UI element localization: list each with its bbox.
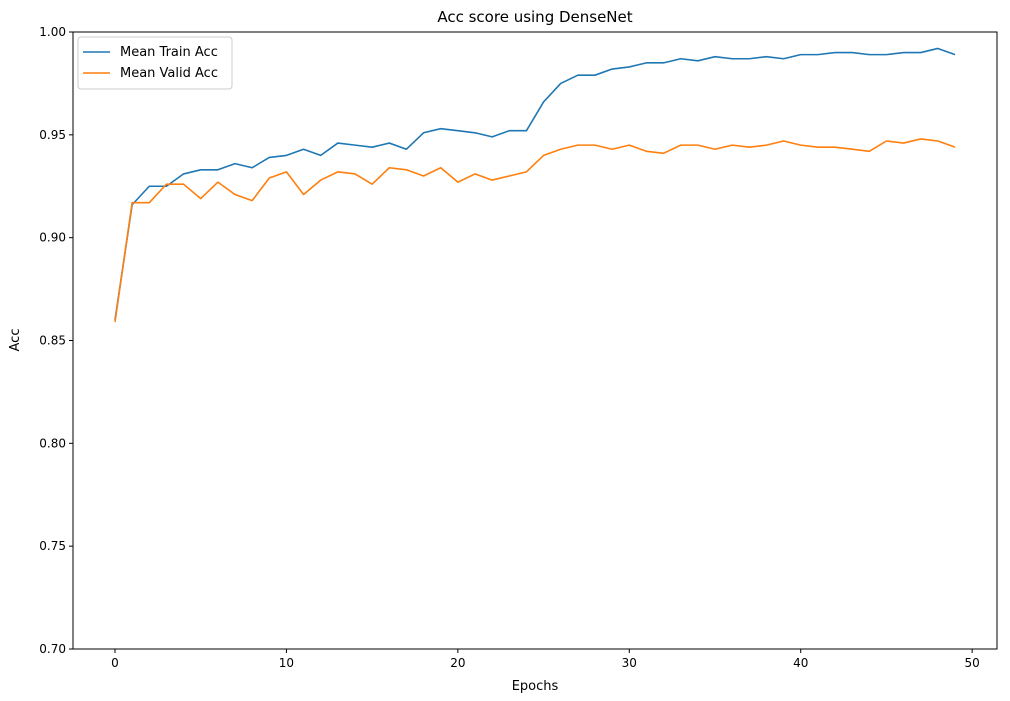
- y-axis: 0.70 0.75 0.80 0.85 0.90 0.95 1.00: [39, 25, 73, 656]
- x-tick-label: 50: [965, 656, 980, 670]
- chart-title: Acc score using DenseNet: [437, 8, 632, 26]
- y-tick-label: 0.70: [39, 642, 66, 656]
- x-tick-label: 40: [793, 656, 808, 670]
- legend-label-2: Mean Valid Acc: [120, 66, 218, 81]
- axes-frame: [72, 31, 998, 650]
- series-line-1: [114, 47, 956, 321]
- y-tick-label: 1.00: [39, 25, 66, 39]
- y-tick-label: 0.90: [39, 231, 66, 245]
- legend: Mean Train Acc Mean Valid Acc: [77, 36, 233, 90]
- x-tick-label: 0: [111, 656, 119, 670]
- x-tick-label: 20: [450, 656, 465, 670]
- y-tick-label: 0.80: [39, 436, 66, 450]
- series-line-2: [114, 138, 956, 323]
- y-tick-label: 0.75: [39, 539, 66, 553]
- legend-box: [77, 36, 233, 90]
- legend-label-1: Mean Train Acc: [120, 45, 218, 60]
- x-axis-label: Epochs: [512, 679, 559, 694]
- y-axis-label: Acc: [8, 329, 23, 352]
- x-axis: 0 10 20 30 40 50: [111, 649, 980, 670]
- plot-area: [114, 47, 956, 323]
- x-tick-label: 10: [279, 656, 294, 670]
- y-tick-label: 0.85: [39, 334, 66, 348]
- y-tick-label: 0.95: [39, 128, 66, 142]
- x-tick-label: 30: [622, 656, 637, 670]
